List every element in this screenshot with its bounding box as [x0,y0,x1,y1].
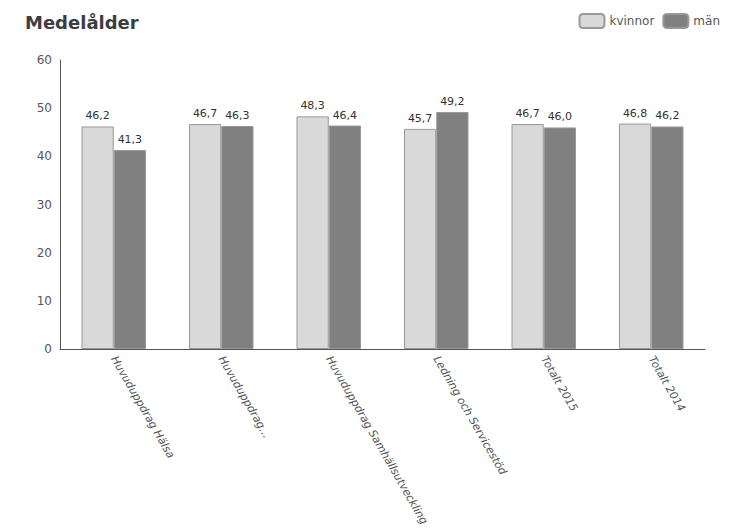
svg-text:40: 40 [37,149,52,163]
svg-text:Totalt 2014: Totalt 2014 [646,354,688,414]
svg-text:20: 20 [37,246,52,260]
svg-text:50: 50 [37,101,52,115]
svg-text:46,4: 46,4 [333,109,358,122]
svg-text:män: män [693,14,720,28]
svg-text:48,3: 48,3 [300,99,325,112]
svg-text:kvinnor: kvinnor [609,14,654,28]
svg-text:Huvuduppdrag Hälsa: Huvuduppdrag Hälsa [108,354,177,461]
svg-text:45,7: 45,7 [408,112,433,125]
svg-text:Totalt 2015: Totalt 2015 [538,354,580,414]
svg-text:46,3: 46,3 [225,109,250,122]
svg-text:Ledning och Servicestöd: Ledning och Servicestöd [431,354,510,478]
svg-text:46,0: 46,0 [548,110,573,123]
svg-text:10: 10 [37,294,52,308]
svg-text:30: 30 [37,198,52,212]
svg-text:Huvuduppdrag…: Huvuduppdrag… [216,354,274,441]
svg-text:46,2: 46,2 [655,109,680,122]
svg-text:0: 0 [44,342,52,356]
svg-text:Huvuduppdrag Samhällsutvecklin: Huvuduppdrag Samhällsutveckling [323,354,430,527]
svg-text:46,2: 46,2 [85,109,110,122]
svg-text:60: 60 [37,53,52,67]
svg-text:46,7: 46,7 [193,107,218,120]
svg-text:46,8: 46,8 [623,107,648,120]
svg-text:Medelålder: Medelålder [25,12,139,33]
svg-text:41,3: 41,3 [118,133,143,146]
svg-text:49,2: 49,2 [440,95,465,108]
svg-text:46,7: 46,7 [515,107,540,120]
